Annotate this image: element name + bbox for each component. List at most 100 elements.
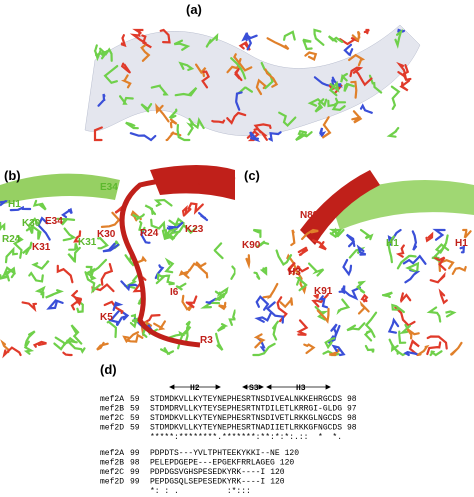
stick bbox=[445, 310, 457, 318]
stick bbox=[164, 229, 175, 241]
stick bbox=[462, 228, 472, 239]
stick bbox=[27, 217, 39, 234]
stick bbox=[73, 230, 82, 243]
stick bbox=[297, 246, 309, 257]
residue-label: H1 bbox=[386, 238, 399, 249]
stick bbox=[331, 97, 346, 112]
stick bbox=[327, 99, 347, 108]
stick bbox=[70, 290, 81, 311]
sequence-name: mef2B bbox=[100, 405, 124, 414]
stick bbox=[140, 103, 153, 113]
sequence: PEPDGSQLSEPESEDKYRK----I bbox=[150, 478, 265, 487]
residue-number: 120 bbox=[270, 478, 285, 487]
stick bbox=[226, 111, 247, 125]
residue-label: K5 bbox=[100, 312, 113, 323]
stick bbox=[155, 102, 170, 123]
stick bbox=[235, 91, 243, 111]
stick bbox=[394, 28, 403, 49]
stick bbox=[140, 44, 151, 62]
residue-number: 99 bbox=[130, 478, 140, 487]
stick bbox=[100, 211, 121, 228]
residue-number: 97 bbox=[347, 405, 357, 414]
stick bbox=[108, 315, 128, 327]
stick bbox=[187, 202, 204, 215]
conservation: *****:********.*******:**:*:*:.:: * *. bbox=[150, 433, 342, 442]
residue-label: H3 bbox=[288, 267, 301, 278]
stick bbox=[351, 30, 361, 43]
stick bbox=[84, 267, 97, 281]
stick bbox=[386, 127, 400, 138]
conservation: *: : . :*::: bbox=[150, 487, 251, 496]
stick bbox=[341, 286, 361, 301]
stick bbox=[279, 297, 294, 309]
residue-number: 59 bbox=[130, 414, 140, 423]
stick bbox=[295, 269, 307, 295]
stick bbox=[164, 274, 175, 286]
sequence-name: mef2D bbox=[100, 478, 124, 487]
residue-label: K90 bbox=[242, 240, 261, 251]
stick bbox=[103, 65, 119, 85]
stick bbox=[330, 323, 341, 337]
stick bbox=[265, 301, 285, 324]
stick bbox=[381, 291, 393, 299]
sequence-name: mef2C bbox=[100, 414, 124, 423]
stick bbox=[120, 62, 131, 74]
stick bbox=[343, 82, 355, 92]
stick bbox=[249, 131, 261, 143]
stick bbox=[34, 285, 46, 299]
stick bbox=[216, 323, 229, 332]
panel-label: (a) bbox=[186, 2, 202, 17]
stick bbox=[186, 120, 194, 136]
stick bbox=[150, 84, 169, 96]
stick bbox=[185, 320, 191, 342]
stick bbox=[390, 342, 400, 355]
stick bbox=[215, 332, 224, 351]
stick bbox=[178, 61, 195, 71]
stick bbox=[37, 216, 51, 241]
stick bbox=[307, 97, 328, 108]
stick bbox=[161, 229, 179, 241]
residue-label: I6 bbox=[170, 287, 179, 298]
residue-label: R24 bbox=[2, 234, 21, 245]
residue-label: H1 bbox=[190, 182, 203, 193]
stick bbox=[432, 228, 446, 241]
stick bbox=[144, 204, 157, 216]
stick bbox=[230, 265, 237, 280]
stick bbox=[349, 66, 364, 78]
stick bbox=[56, 264, 74, 284]
helix bbox=[300, 170, 380, 245]
stick bbox=[181, 294, 193, 312]
stick bbox=[45, 289, 64, 299]
panel-label: (d) bbox=[100, 362, 117, 377]
stick bbox=[129, 29, 147, 45]
stick bbox=[218, 301, 227, 311]
stick bbox=[140, 229, 151, 244]
stick bbox=[0, 200, 9, 207]
stick bbox=[125, 121, 139, 130]
stick bbox=[103, 300, 124, 314]
stick bbox=[342, 258, 353, 277]
stick bbox=[364, 344, 375, 353]
sequence: STDMDKVLLKYTEYNEPHESRTNSDIVETLRKKGLNGCDS bbox=[150, 414, 342, 423]
stick bbox=[154, 264, 165, 280]
stick bbox=[181, 204, 192, 217]
residue-label: K23 bbox=[185, 224, 204, 235]
stick bbox=[324, 337, 336, 350]
stick bbox=[129, 132, 157, 142]
stick bbox=[21, 241, 33, 255]
sequence-name: mef2C bbox=[100, 468, 124, 477]
stick bbox=[336, 298, 351, 316]
stick bbox=[12, 235, 24, 259]
stick bbox=[275, 249, 293, 267]
stick bbox=[165, 131, 182, 142]
stick bbox=[266, 37, 290, 51]
stick bbox=[126, 333, 144, 343]
stick bbox=[32, 340, 47, 348]
stick bbox=[356, 244, 367, 256]
stick bbox=[459, 245, 465, 254]
residue-label: E34 bbox=[100, 182, 118, 193]
stick bbox=[432, 234, 449, 258]
stick bbox=[153, 320, 166, 331]
stick bbox=[0, 274, 8, 280]
